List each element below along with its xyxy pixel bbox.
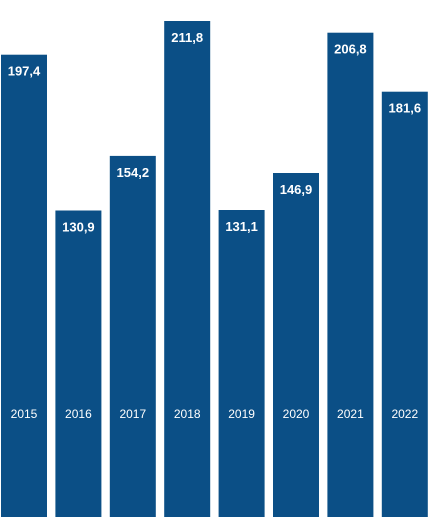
- bar-2017: [109, 155, 156, 517]
- bar-2021: [327, 32, 374, 517]
- value-label-2021: 206,8: [334, 42, 367, 57]
- value-labels-group: 197,4 130,9 154,2 211,8 131,1 146,9 206,8 181,6: [8, 30, 421, 235]
- value-label-2018: 211,8: [171, 30, 203, 45]
- bar-2016: [55, 210, 102, 517]
- category-label-2019: 2019: [228, 407, 255, 421]
- category-label-2020: 2020: [283, 407, 310, 421]
- value-label-2020: 146,9: [280, 182, 313, 197]
- value-label-2015: 197,4: [8, 64, 41, 79]
- category-label-2022: 2022: [391, 407, 418, 421]
- bars-group: [1, 21, 428, 517]
- category-label-2021: 2021: [337, 407, 364, 421]
- bar-2019: [218, 210, 265, 517]
- category-labels-group: 2015 2016 2017 2018 2019 2020 2021 2022: [11, 407, 419, 421]
- bar-2015: [1, 54, 47, 517]
- bar-2020: [273, 173, 319, 517]
- bar-2022: [381, 91, 428, 517]
- value-label-2017: 154,2: [117, 165, 150, 180]
- category-label-2017: 2017: [119, 407, 146, 421]
- bar-2018: [164, 21, 211, 517]
- category-label-2015: 2015: [11, 407, 38, 421]
- category-label-2018: 2018: [174, 407, 201, 421]
- value-label-2016: 130,9: [62, 220, 95, 235]
- category-label-2016: 2016: [65, 407, 92, 421]
- value-label-2019: 131,1: [225, 219, 258, 234]
- value-label-2022: 181,6: [389, 101, 422, 116]
